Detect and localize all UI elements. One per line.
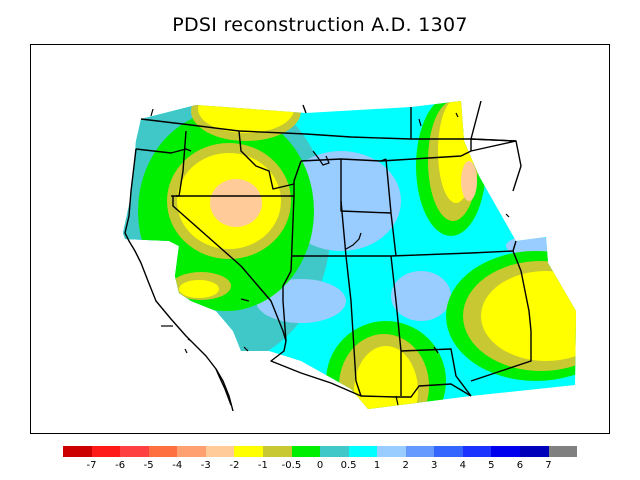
legend-swatch-15 bbox=[491, 446, 520, 457]
legend-swatch-11 bbox=[377, 446, 406, 457]
tx-border bbox=[400, 348, 472, 397]
field-tx-yellow bbox=[481, 271, 576, 361]
legend-tick-label: -5 bbox=[143, 460, 154, 471]
four-corners-border bbox=[291, 252, 472, 257]
legend-swatch-7 bbox=[262, 446, 292, 457]
az-nm-border bbox=[345, 255, 362, 397]
map-frame bbox=[30, 44, 610, 434]
legend-swatch-16 bbox=[520, 446, 549, 457]
legend-swatch-2 bbox=[120, 446, 149, 457]
field-nm-wet bbox=[391, 271, 451, 321]
channel-islands-2 bbox=[187, 338, 192, 342]
field-mt-peach bbox=[461, 161, 477, 201]
channel-islands-3 bbox=[184, 348, 188, 354]
field-sca-yellow bbox=[179, 280, 219, 298]
sea-of-cortez-island bbox=[243, 346, 249, 352]
wa-or-border bbox=[135, 148, 192, 154]
field-plains-wet bbox=[506, 236, 556, 256]
legend-swatch-14 bbox=[462, 446, 492, 457]
legend-swatch-5 bbox=[205, 446, 235, 457]
legend-tick-label: -0.5 bbox=[281, 460, 302, 471]
nm-tx-border bbox=[390, 255, 402, 396]
flathead-lake bbox=[312, 150, 330, 166]
small-lake-east bbox=[505, 213, 510, 218]
nv-az-border bbox=[282, 270, 292, 342]
bc-ab-border bbox=[302, 104, 307, 114]
ks-ok-border bbox=[470, 240, 517, 254]
field-id-yellow bbox=[198, 101, 294, 133]
legend-tick-label: 5 bbox=[488, 460, 495, 471]
lake-winnipeg-1 bbox=[418, 118, 422, 127]
legend-tick-label: 1 bbox=[373, 460, 381, 471]
dakotas-border bbox=[380, 140, 517, 162]
pdsi-field bbox=[123, 101, 576, 409]
canada-border bbox=[140, 118, 517, 142]
rio-grande-mark bbox=[395, 395, 399, 406]
legend-tick-label: -7 bbox=[86, 460, 97, 471]
legend-tick-label: -1 bbox=[257, 460, 268, 471]
legend-tick-label: -6 bbox=[115, 460, 126, 471]
mn-border bbox=[470, 100, 482, 140]
legend-tick-label: 0.5 bbox=[340, 460, 357, 471]
field-nv-peach bbox=[210, 179, 262, 227]
legend-swatch-8 bbox=[291, 446, 321, 457]
id-mt-border bbox=[238, 130, 295, 190]
id-ut-border bbox=[269, 160, 302, 197]
legend-tick-label: -2 bbox=[229, 460, 240, 471]
legend-swatch-1 bbox=[91, 446, 121, 457]
ca-nv-border bbox=[172, 196, 287, 342]
legend-tick-labels: -7 -6 -5 -4 -3 -2 -1 -0.5 0 0.5 1 2 3 4 5 6 7 bbox=[63, 460, 577, 474]
mt-wy-border bbox=[300, 158, 387, 162]
vancouver-island bbox=[150, 108, 154, 117]
pdsi-map bbox=[123, 100, 576, 412]
field-az-yellow bbox=[354, 346, 418, 409]
baja-coast bbox=[215, 368, 232, 406]
legend-tick-label: 0 bbox=[316, 460, 324, 471]
legend-tick-label: 6 bbox=[516, 460, 524, 471]
map-title: PDSI reconstruction A.D. 1307 bbox=[172, 14, 468, 36]
legend-tick-label: 2 bbox=[402, 460, 409, 471]
salton-sea bbox=[240, 298, 250, 302]
small-lake-nm bbox=[433, 346, 439, 354]
legend-swatch-13 bbox=[434, 446, 463, 457]
legend-tick-label: 3 bbox=[431, 460, 438, 471]
boundaries bbox=[124, 100, 532, 412]
wy-ne-border bbox=[385, 158, 397, 257]
lakes-islands bbox=[150, 108, 510, 406]
ok-tx-border bbox=[512, 250, 532, 332]
legend-swatch-4 bbox=[177, 446, 206, 457]
great-salt-lake bbox=[345, 232, 362, 250]
legend-colorbar bbox=[63, 446, 578, 457]
legend-swatch-9 bbox=[320, 446, 349, 457]
lake-winnipeg-2 bbox=[455, 112, 459, 118]
legend-tick-label: -4 bbox=[172, 460, 183, 471]
legend-swatch-12 bbox=[405, 446, 435, 457]
legend-tick-label: -3 bbox=[200, 460, 211, 471]
legend-swatch-3 bbox=[148, 446, 178, 457]
legend-swatch-0 bbox=[63, 446, 92, 457]
legend-tick-label: 4 bbox=[459, 460, 466, 471]
nv-ut-border bbox=[290, 195, 295, 272]
ut-co-border bbox=[340, 200, 347, 257]
legend-swatch-10 bbox=[348, 446, 378, 457]
legend-tick-label: 7 bbox=[545, 460, 552, 471]
mn-border2 bbox=[470, 138, 522, 192]
legend-swatch-17 bbox=[548, 446, 578, 457]
legend-swatch-6 bbox=[234, 446, 263, 457]
tx-east bbox=[470, 331, 532, 382]
